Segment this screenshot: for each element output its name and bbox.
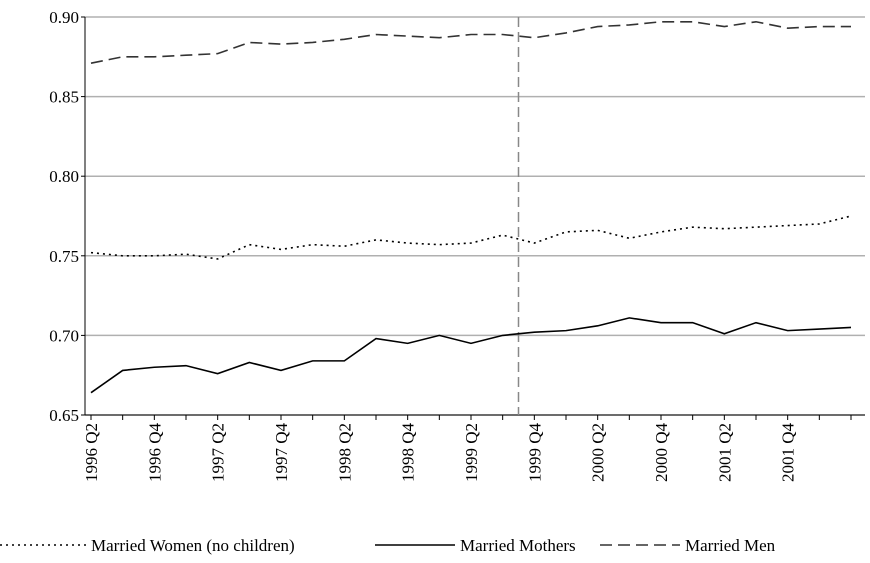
x-tick-label: 1999 Q2 — [462, 423, 481, 482]
legend-label: Married Mothers — [460, 536, 576, 555]
series-line — [90, 20, 851, 64]
x-tick-label: 2000 Q4 — [652, 423, 671, 483]
legend-label: Married Men — [685, 536, 776, 555]
x-tick-label: 1998 Q2 — [335, 423, 354, 482]
y-tick-label: 0.75 — [49, 247, 79, 266]
y-tick-label: 0.65 — [49, 406, 79, 425]
x-tick-label: 1999 Q4 — [525, 423, 544, 483]
x-tick-label: 2001 Q2 — [715, 423, 734, 482]
x-tick-label: 2000 Q2 — [589, 423, 608, 482]
y-tick-label: 0.90 — [49, 8, 79, 27]
x-tick-label: 1996 Q2 — [82, 423, 101, 482]
series-line — [90, 215, 852, 260]
x-tick-label: 1997 Q2 — [209, 423, 228, 482]
y-tick-label: 0.80 — [49, 167, 79, 186]
y-tick-label: 0.85 — [49, 88, 79, 107]
x-tick-label: 1997 Q4 — [272, 423, 291, 483]
series-line — [90, 317, 852, 394]
x-tick-label: 1996 Q4 — [145, 423, 164, 483]
x-tick-label: 2001 Q4 — [779, 423, 798, 483]
x-tick-label: 1998 Q4 — [399, 423, 418, 483]
y-tick-label: 0.70 — [49, 326, 79, 345]
legend-label: Married Women (no children) — [91, 536, 295, 555]
